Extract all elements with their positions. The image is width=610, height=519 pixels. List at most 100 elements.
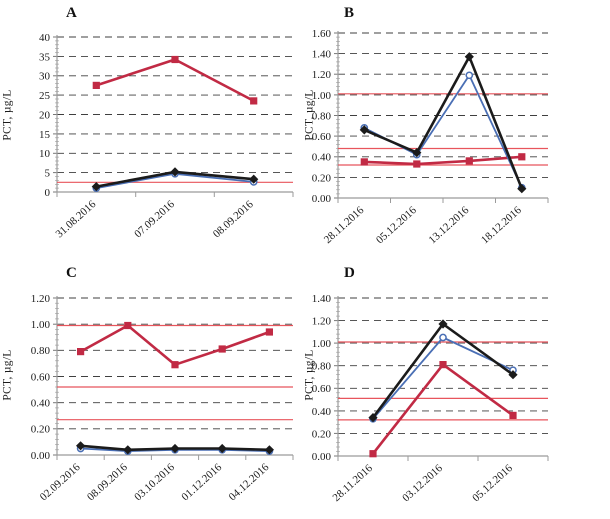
series-red-square (360, 153, 526, 168)
diamond-marker (464, 52, 474, 62)
y-axis-ticks: 0.00 0.20 0.40 0.60 0.80 1.00 1.20 (31, 293, 57, 462)
x-tick-labels: 02.09.2016 08.09.2016 03.10.2016 01.12.2016… (38, 461, 272, 503)
diamond-marker (170, 443, 180, 454)
y-tick-label: 0.80 (312, 361, 332, 373)
chart-a: 0 5 10 15 20 25 30 35 40 31.08.2016 07.09.2016 08.0… (39, 32, 294, 240)
y-tick-label: 0.20 (312, 428, 332, 440)
y-tick-label: 0.60 (31, 371, 51, 383)
y-tick-label: 5 (45, 167, 51, 179)
y-tick-label: 30 (39, 71, 51, 83)
panel-a-y-axis-title-wrap: PCT, µg/L (0, 34, 16, 196)
x-tick-label: 01.12.2016 (179, 461, 224, 503)
panel-c-label: C (66, 265, 77, 281)
panel-c-y-axis-title: PCT, µg/L (2, 349, 15, 401)
y-tick-label: 0 (45, 187, 51, 199)
y-tick-label: 0.80 (312, 110, 332, 122)
x-tick-label: 07.09.2016 (132, 198, 177, 240)
y-tick-label: 1.00 (312, 338, 332, 350)
square-marker (413, 160, 421, 168)
series-red-square (369, 361, 517, 458)
gridlines (57, 297, 293, 430)
series-red-square (92, 55, 258, 105)
chart-c: 0.00 0.20 0.40 0.60 0.80 1.00 1.20 02.09.2016 08… (31, 293, 294, 503)
gridlines (57, 36, 293, 174)
diamond-marker (91, 182, 101, 192)
x-tick-labels: 28.11.2016 03.12.2016 05.12.2016 (330, 462, 515, 504)
y-tick-label: 0.40 (31, 398, 51, 410)
y-tick-label: 1.40 (312, 293, 332, 305)
x-tick-label: 03.10.2016 (132, 461, 177, 503)
y-tick-label: 0.00 (312, 451, 332, 463)
diamond-marker (517, 184, 527, 194)
panel-d-y-axis-title-wrap: PCT, µg/L (302, 294, 318, 456)
diamond-marker (217, 443, 227, 454)
x-tick-label: 28.11.2016 (330, 462, 375, 504)
x-axis-ticks (337, 456, 549, 461)
x-axis-ticks (56, 455, 294, 460)
y-tick-label: 1.40 (312, 48, 332, 60)
square-marker (509, 411, 517, 419)
series-black-diamond (91, 167, 259, 192)
diamond-marker (368, 413, 378, 423)
panel-c-y-axis-title-wrap: PCT, µg/L (0, 294, 16, 456)
y-tick-label: 1.20 (312, 315, 332, 327)
y-tick-label: 0.20 (312, 172, 332, 184)
panel-b-y-axis-title-wrap: PCT, µg/L (302, 34, 318, 196)
series-black-diamond (359, 52, 527, 194)
panel-b: B PCT, µg/L 0.00 0.20 0.40 0.60 0.80 1.00 1.20… (302, 0, 610, 260)
square-marker (439, 361, 447, 369)
diamond-marker (438, 319, 448, 329)
panel-a: A PCT, µg/L 0 5 10 15 20 25 30 35 40 31.08.2016 07… (0, 0, 305, 260)
panel-d-label: D (344, 265, 355, 281)
square-marker (218, 345, 226, 353)
square-marker (465, 157, 473, 165)
y-tick-label: 1.20 (312, 69, 332, 81)
panel-a-label: A (66, 5, 77, 21)
y-tick-label: 35 (39, 51, 51, 63)
panel-c: C PCT, µg/L 0.00 0.20 0.40 0.60 0.80 1.00 1.20… (0, 260, 305, 519)
panel-b-label: B (344, 5, 355, 21)
y-axis-ticks: 0 5 10 15 20 25 30 35 40 (39, 32, 57, 199)
y-tick-label: 0.40 (312, 406, 332, 418)
diamond-marker (76, 441, 86, 451)
series-black-diamond (76, 441, 274, 455)
y-axis-ticks: 0.00 0.20 0.40 0.60 0.80 1.00 1.20 1.40 1.60 (312, 28, 338, 205)
diamond-marker (170, 167, 180, 177)
x-tick-label: 05.12.2016 (470, 462, 515, 504)
reference-lines (338, 341, 548, 421)
x-axis-ticks (56, 192, 294, 197)
x-tick-label: 13.12.2016 (426, 204, 471, 246)
square-marker (250, 97, 258, 105)
panel-d: D PCT, µg/L 0.00 0.20 0.40 0.60 0.80 1.00 1.20… (302, 260, 610, 519)
x-tick-label: 18.12.2016 (479, 204, 524, 246)
y-tick-label: 15 (39, 129, 51, 141)
diamond-marker (508, 370, 518, 380)
panel-b-y-axis-title: PCT, µg/L (304, 89, 317, 141)
series-blue-open-circle (369, 333, 517, 423)
x-tick-label: 04.12.2016 (227, 461, 272, 503)
series-red-square (77, 321, 273, 369)
x-tick-label: 02.09.2016 (38, 461, 83, 503)
diamond-marker (249, 174, 259, 184)
square-marker (77, 348, 85, 356)
y-tick-label: 0.20 (31, 424, 51, 436)
y-tick-label: 20 (39, 109, 51, 121)
diamond-marker (264, 445, 274, 455)
y-tick-label: 0.80 (31, 345, 51, 357)
chart-d: 0.00 0.20 0.40 0.60 0.80 1.00 1.20 1.40 28.11.20… (312, 293, 549, 504)
series-black-diamond (368, 319, 518, 423)
y-tick-label: 0.60 (312, 383, 332, 395)
x-tick-labels: 28.11.2016 05.12.2016 13.12.2016 18.12.2016 (322, 204, 524, 246)
square-marker (360, 158, 368, 166)
y-tick-label: 1.00 (31, 319, 51, 331)
x-tick-labels: 31.08.2016 07.09.2016 08.09.2016 (53, 198, 256, 240)
open-circle-marker (439, 333, 447, 342)
panel-d-y-axis-title: PCT, µg/L (304, 349, 317, 401)
x-tick-label: 08.09.2016 (211, 198, 256, 240)
diamond-marker (123, 445, 133, 455)
square-marker (124, 321, 132, 330)
y-tick-label: 1.00 (312, 90, 332, 102)
open-circle-marker (465, 71, 474, 80)
square-marker (265, 328, 273, 336)
